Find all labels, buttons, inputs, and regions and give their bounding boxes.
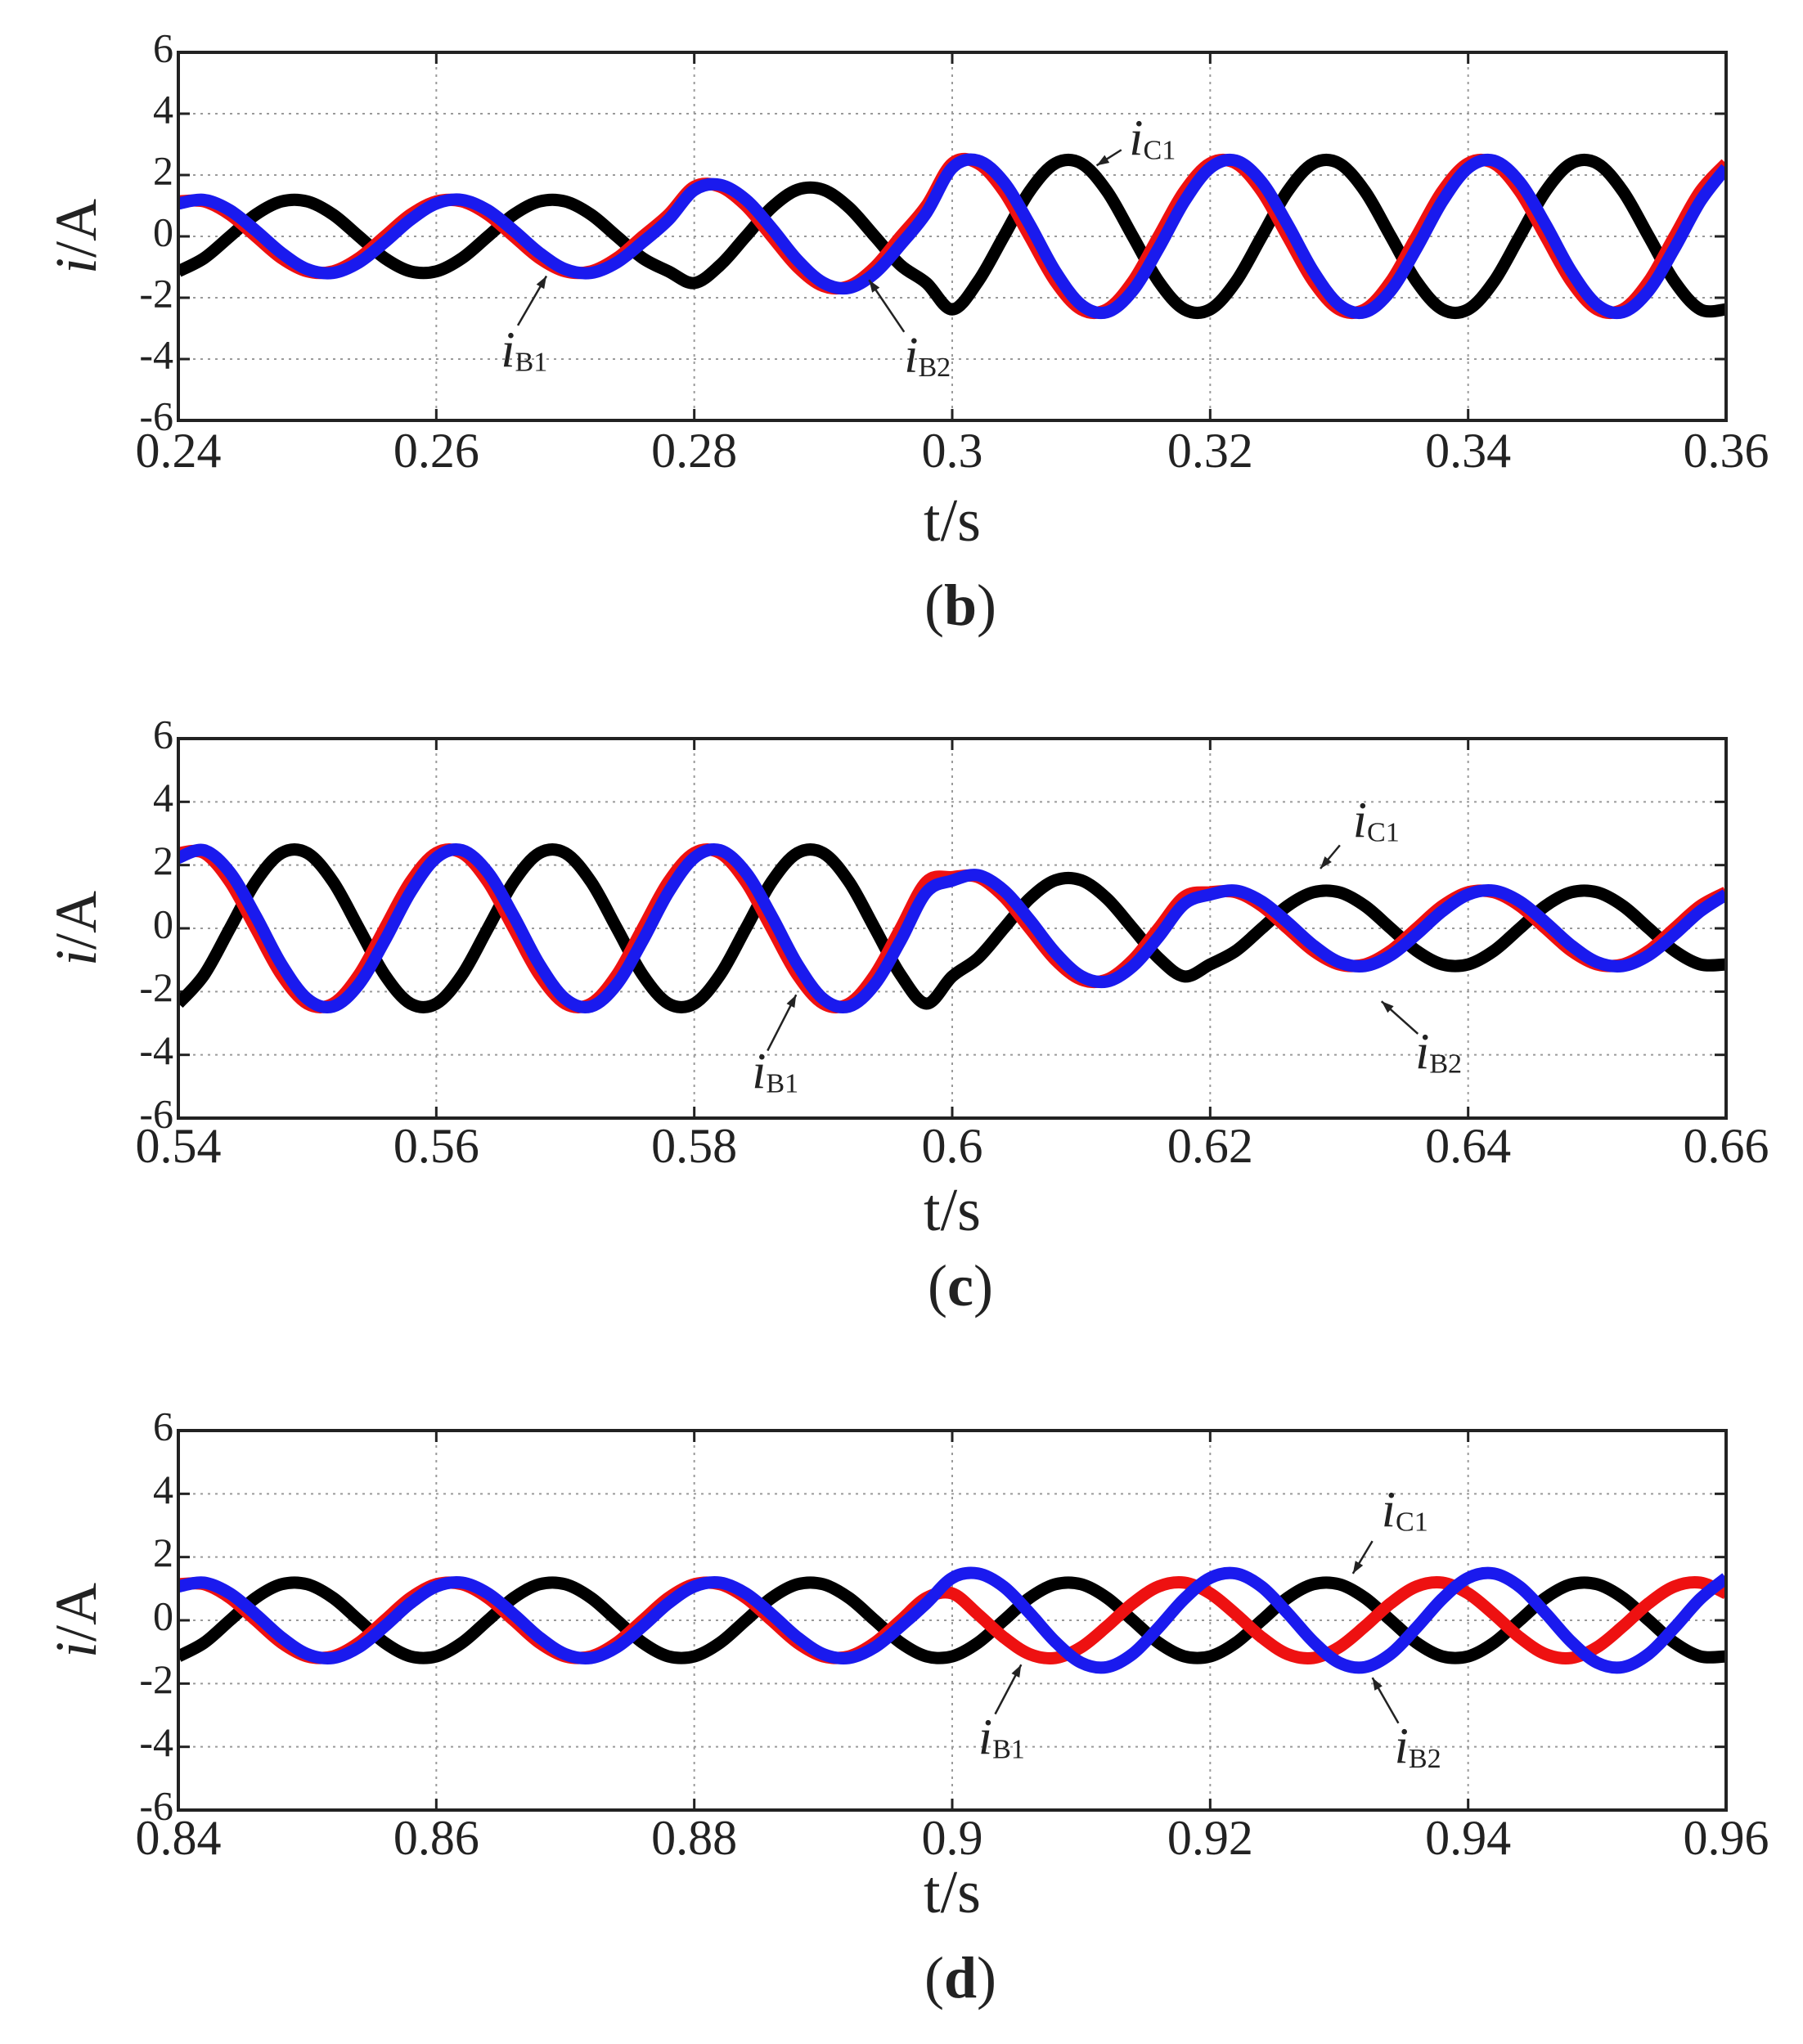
- y-tick-label: -6: [139, 1782, 173, 1828]
- chart-panel: -6 -4 -2 0 2 4 6 0.24 0.26 0.28 0.3 0.32 0.34 0.36 iC1…: [43, 25, 1769, 637]
- chart-panel: -6 -4 -2 0 2 4 6 0.54 0.56 0.58 0.6 0.62 0.64 0.66 iC1…: [43, 711, 1769, 1318]
- x-tick-label: 0.54: [136, 1119, 222, 1173]
- series-line: [178, 153, 1726, 320]
- y-tick-label: -4: [139, 1027, 173, 1073]
- arrow-head: [1096, 155, 1110, 166]
- x-tick-label: 0.36: [1684, 424, 1769, 478]
- arrow-head: [1320, 856, 1332, 869]
- y-tick-label: 2: [153, 1530, 173, 1575]
- y-tick-label: 0: [153, 901, 173, 946]
- x-tick-label: 0.94: [1425, 1811, 1511, 1865]
- y-tick-label: 4: [153, 1467, 173, 1512]
- series-label: iC1: [1353, 793, 1400, 849]
- chart-panel: -6 -4 -2 0 2 4 6 0.84 0.86 0.88 0.9 0.92 0.94 0.96 iC1…: [43, 1403, 1769, 2010]
- series-label: iB1: [501, 323, 547, 379]
- y-tick-label: 0: [153, 1593, 173, 1638]
- series-label: iB1: [752, 1044, 798, 1100]
- y-tick-label: 6: [153, 711, 173, 757]
- x-tick-label: 0.6: [922, 1119, 983, 1173]
- y-tick-label: 0: [153, 209, 173, 254]
- x-tick-label: 0.92: [1167, 1811, 1253, 1865]
- arrow-head: [536, 276, 546, 290]
- series-label: iB2: [904, 328, 951, 384]
- y-tick-label: -6: [139, 393, 173, 438]
- plot-frame: [177, 51, 1728, 422]
- x-tick-label: 0.34: [1425, 424, 1511, 478]
- x-tick-label: 0.88: [651, 1811, 737, 1865]
- x-tick-label: 0.32: [1167, 424, 1253, 478]
- x-tick-label: 0.3: [922, 424, 983, 478]
- panel-caption: (c): [928, 1253, 993, 1318]
- arrow-head: [1381, 1001, 1394, 1013]
- y-tick-label: -2: [139, 270, 173, 316]
- arrow-head: [1011, 1664, 1022, 1678]
- series-label: iC1: [1129, 110, 1176, 166]
- y-axis-label: i/A: [43, 199, 109, 274]
- series-label: iB2: [1395, 1719, 1441, 1775]
- arrow-head: [869, 280, 880, 293]
- x-tick-label: 0.84: [136, 1811, 222, 1865]
- y-axis-label: i/A: [43, 891, 109, 966]
- y-tick-label: -4: [139, 1719, 173, 1765]
- y-axis-label: i/A: [43, 1583, 109, 1658]
- y-tick-label: 2: [153, 147, 173, 193]
- y-tick-label: -6: [139, 1090, 173, 1136]
- plot-frame: [177, 1429, 1728, 1812]
- x-tick-label: 0.64: [1425, 1119, 1511, 1173]
- x-tick-label: 0.24: [136, 424, 222, 478]
- series-label: iC1: [1382, 1483, 1428, 1539]
- y-tick-label: -2: [139, 1656, 173, 1702]
- y-tick-label: 2: [153, 838, 173, 883]
- series-line: [178, 843, 1726, 1013]
- arrow-head: [1372, 1678, 1383, 1691]
- x-tick-label: 0.96: [1684, 1811, 1769, 1865]
- arrow-head: [1352, 1561, 1364, 1574]
- x-axis-label: t/s: [924, 1177, 981, 1244]
- panel-caption: (d): [924, 1945, 996, 2010]
- x-tick-label: 0.28: [651, 424, 737, 478]
- series-label: iB1: [978, 1710, 1025, 1766]
- series-line: [178, 153, 1726, 320]
- x-tick-label: 0.56: [393, 1119, 479, 1173]
- plot-frame: [177, 737, 1728, 1120]
- x-tick-label: 0.9: [922, 1811, 983, 1865]
- series-line: [178, 1566, 1726, 1674]
- x-axis-label: t/s: [924, 487, 981, 555]
- y-tick-label: -4: [139, 331, 173, 377]
- x-tick-label: 0.66: [1684, 1119, 1769, 1173]
- arrow-head: [786, 995, 797, 1009]
- x-tick-label: 0.86: [393, 1811, 479, 1865]
- y-tick-label: 6: [153, 25, 173, 70]
- series-line: [178, 1576, 1726, 1664]
- x-axis-label: t/s: [924, 1859, 981, 1926]
- y-tick-label: -2: [139, 964, 173, 1010]
- y-tick-label: 4: [153, 775, 173, 820]
- panel-caption: (b): [924, 573, 996, 638]
- series-label: iB2: [1415, 1025, 1462, 1080]
- y-tick-label: 6: [153, 1403, 173, 1449]
- x-tick-label: 0.26: [393, 424, 479, 478]
- y-tick-label: 4: [153, 86, 173, 132]
- series-line: [178, 842, 1726, 1014]
- x-tick-label: 0.58: [651, 1119, 737, 1173]
- x-tick-label: 0.62: [1167, 1119, 1253, 1173]
